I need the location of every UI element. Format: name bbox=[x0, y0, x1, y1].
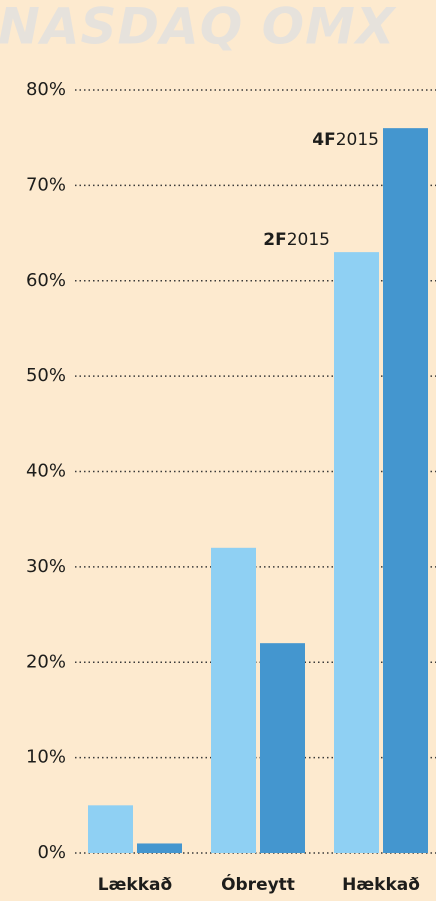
brand-logo: NASDAQ OMX bbox=[0, 0, 397, 56]
x-tick-label: Hækkað bbox=[342, 875, 420, 895]
legend-label: 2F2015 bbox=[263, 230, 330, 250]
x-tick-label: Lækkað bbox=[98, 875, 172, 895]
y-tick-label: 80% bbox=[26, 79, 66, 100]
y-tick-label: 10% bbox=[26, 747, 66, 768]
bar bbox=[88, 805, 133, 853]
y-tick-label: 50% bbox=[26, 365, 66, 386]
y-tick-label: 70% bbox=[26, 174, 66, 195]
bar bbox=[334, 252, 379, 853]
x-tick-label: Óbreytt bbox=[221, 873, 295, 895]
y-tick-label: 20% bbox=[26, 651, 66, 672]
bar bbox=[137, 843, 182, 853]
y-tick-label: 0% bbox=[37, 842, 66, 863]
y-tick-label: 60% bbox=[26, 270, 66, 291]
legend-label: 4F2015 bbox=[312, 130, 379, 150]
bar bbox=[383, 128, 428, 853]
bar bbox=[211, 547, 256, 853]
y-tick-label: 30% bbox=[26, 556, 66, 577]
bar bbox=[260, 643, 305, 853]
y-tick-label: 40% bbox=[26, 461, 66, 482]
